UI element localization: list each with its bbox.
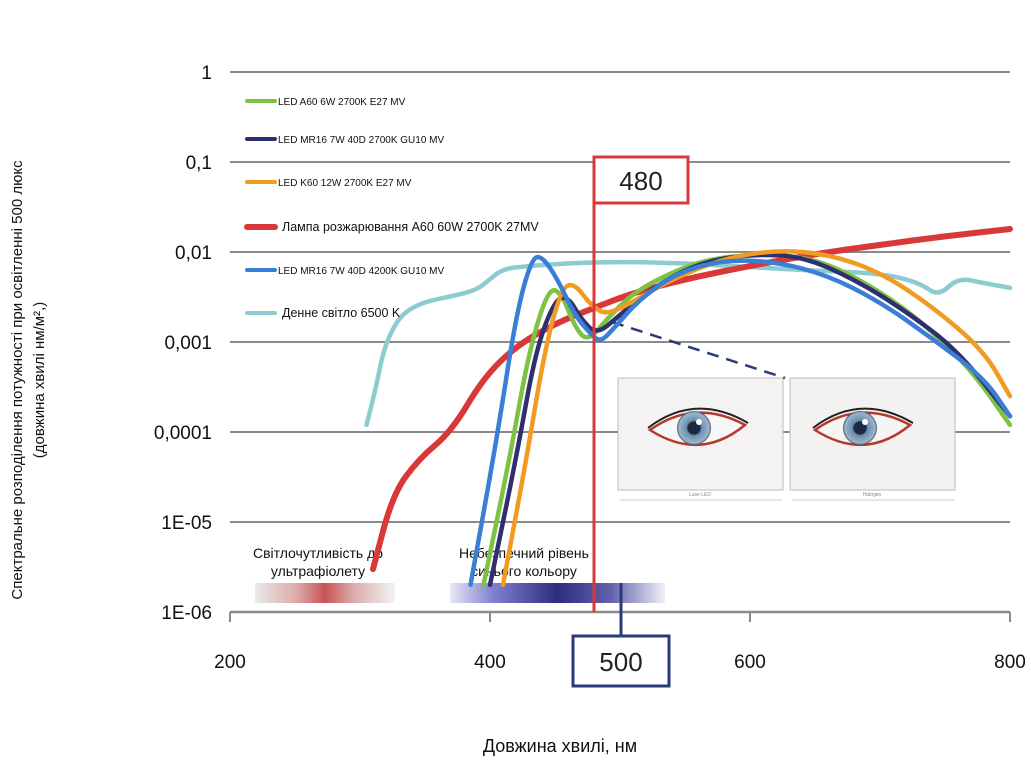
- legend-label: LED MR16 7W 40D 2700K GU10 MV: [278, 135, 445, 146]
- y-axis-title-line2: (довжина хвилі нм/м²,): [31, 302, 48, 458]
- highlight-bands: Світлочутливість до ультрафіолету Небезп…: [253, 545, 665, 603]
- y-tick-label: 1E-06: [161, 603, 212, 624]
- uv-band-label-1: Світлочутливість до: [253, 545, 383, 561]
- marker-480-label: 480: [619, 166, 662, 196]
- y-tick-label: 1: [201, 63, 212, 84]
- uv-band-label-2: ультрафіолету: [271, 563, 365, 579]
- y-tick-label: 0,01: [175, 243, 212, 264]
- x-tick-label: 600: [734, 652, 766, 673]
- eye-photo-halogen-caption: Halogen: [863, 492, 882, 498]
- uv-band: [255, 583, 395, 603]
- blue-band-label-2: синього кольору: [471, 563, 577, 579]
- x-tick-label: 200: [214, 652, 246, 673]
- marker-480: 480: [592, 155, 690, 612]
- legend-label: LED MR16 7W 40D 4200K GU10 MV: [278, 266, 445, 277]
- blue-light-band: [450, 583, 665, 603]
- eye-photo-led-caption: Luxe LED: [689, 492, 711, 498]
- y-axis-title-line1: Спектральне розподілення потужності при …: [9, 160, 26, 600]
- x-axis-title: Довжина хвилі, нм: [483, 736, 637, 756]
- y-tick-label: 0,1: [186, 153, 212, 174]
- series-line: [500, 249, 1013, 588]
- marker-500-box: [571, 634, 671, 688]
- eye-photo-halogen: Halogen: [789, 377, 956, 501]
- y-tick-label: 1E-05: [161, 513, 212, 534]
- y-tick-label: 0,001: [164, 333, 212, 354]
- series-line: [468, 254, 1013, 588]
- grid: [229, 71, 1011, 622]
- x-tick-labels: 200 400 600 800: [214, 652, 1026, 673]
- series-line: [370, 226, 1013, 573]
- y-tick-labels: 1 0,1 0,01 0,001 0,0001 1E-05 1E-06: [154, 63, 212, 624]
- eye-photo-led: Luxe LED: [617, 377, 784, 501]
- marker-480-box: [592, 155, 690, 205]
- series-lines: [364, 226, 1013, 588]
- legend-label: Лампа розжарювання A60 60W 2700K 27MV: [282, 220, 539, 234]
- legend-label: LED K60 12W 2700K E27 MV: [278, 178, 412, 189]
- dashed-connector: [611, 320, 786, 380]
- legend: LED A60 6W 2700K E27 MV LED MR16 7W 40D 2…: [244, 97, 539, 320]
- y-tick-label: 0,0001: [154, 423, 212, 444]
- marker-500: 500: [571, 583, 671, 688]
- legend-label: Денне світло 6500 K: [282, 306, 401, 320]
- x-tick-label: 400: [474, 652, 506, 673]
- marker-500-label: 500: [599, 647, 642, 677]
- series-line: [487, 252, 1013, 588]
- eye-photos: Luxe LED Halogen: [617, 377, 956, 501]
- series-line: [364, 259, 1013, 428]
- x-tick-label: 800: [994, 652, 1026, 673]
- legend-label: LED A60 6W 2700K E27 MV: [278, 97, 406, 108]
